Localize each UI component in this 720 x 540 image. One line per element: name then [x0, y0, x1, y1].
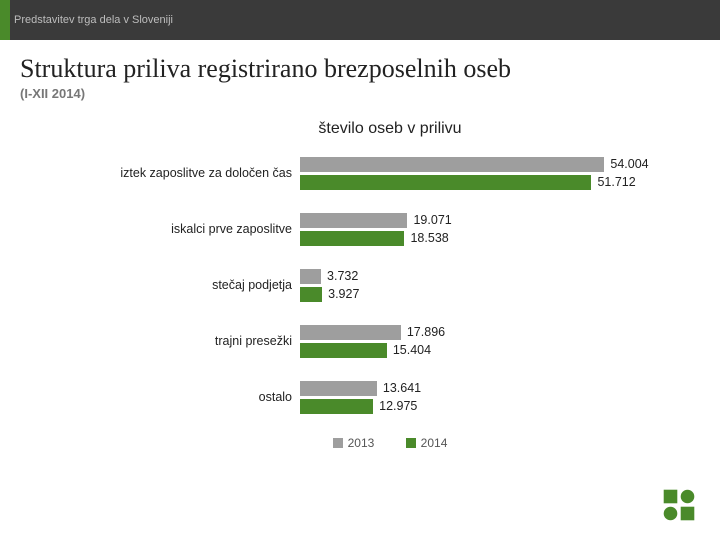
bar-value: 12.975	[379, 399, 417, 413]
bar-value: 3.732	[327, 269, 358, 283]
bar-value: 13.641	[383, 381, 421, 395]
bar-row: 13.641	[300, 380, 680, 396]
bar-row: 3.732	[300, 268, 680, 284]
legend-swatch-2014	[406, 438, 416, 448]
bar	[300, 269, 321, 284]
category-label: ostalo	[80, 390, 300, 404]
bar	[300, 325, 401, 340]
bar-group: ostalo 13.641 12.975	[80, 380, 680, 414]
bar-area: 54.004 51.712	[300, 156, 680, 190]
bar-row: 18.538	[300, 230, 680, 246]
bar-row: 3.927	[300, 286, 680, 302]
bar-row: 19.071	[300, 212, 680, 228]
bar-row: 51.712	[300, 174, 680, 190]
legend: 2013 2014	[40, 436, 680, 451]
bar	[300, 399, 373, 414]
bar-value: 15.404	[393, 343, 431, 357]
legend-swatch-2013	[333, 438, 343, 448]
bar-value: 51.712	[597, 175, 635, 189]
bar-row: 54.004	[300, 156, 680, 172]
bar-group: stečaj podjetja 3.732 3.927	[80, 268, 680, 302]
bar-area: 19.071 18.538	[300, 212, 680, 246]
bar-value: 19.071	[413, 213, 451, 227]
bar-row: 17.896	[300, 324, 680, 340]
chart: število oseb v prilivu iztek zaposlitve …	[0, 120, 720, 451]
category-label: trajni presežki	[80, 334, 300, 348]
page-title: Struktura priliva registrirano brezposel…	[0, 40, 720, 84]
header-accent	[0, 0, 10, 40]
header-band: Predstavitev trga dela v Sloveniji	[0, 0, 720, 40]
bar	[300, 231, 404, 246]
legend-label-2013: 2013	[348, 436, 375, 450]
bar-value: 54.004	[610, 157, 648, 171]
bar-group: iztek zaposlitve za določen čas 54.004 51.…	[80, 156, 680, 190]
legend-label-2014: 2014	[421, 436, 448, 450]
category-label: iztek zaposlitve za določen čas	[80, 166, 300, 180]
legend-item-2014: 2014	[406, 436, 448, 450]
bar-value: 18.538	[410, 231, 448, 245]
bar-group: iskalci prve zaposlitve 19.071 18.538	[80, 212, 680, 246]
bar-area: 3.732 3.927	[300, 268, 680, 302]
legend-item-2013: 2013	[333, 436, 375, 450]
bar-group: trajni presežki 17.896 15.404	[80, 324, 680, 358]
bar-value: 3.927	[328, 287, 359, 301]
bar	[300, 175, 591, 190]
bar	[300, 213, 407, 228]
bar	[300, 287, 322, 302]
bar-area: 13.641 12.975	[300, 380, 680, 414]
chart-body: iztek zaposlitve za določen čas 54.004 51.…	[80, 156, 680, 414]
category-label: stečaj podjetja	[80, 278, 300, 292]
bar	[300, 157, 604, 172]
bar	[300, 381, 377, 396]
bar-row: 15.404	[300, 342, 680, 358]
bar-value: 17.896	[407, 325, 445, 339]
page-subtitle: (I-XII 2014)	[0, 84, 720, 101]
bar-row: 12.975	[300, 398, 680, 414]
brand-logo-icon	[662, 488, 696, 522]
bar-area: 17.896 15.404	[300, 324, 680, 358]
header-text: Predstavitev trga dela v Sloveniji	[14, 14, 173, 26]
category-label: iskalci prve zaposlitve	[80, 222, 300, 236]
chart-title: število oseb v prilivu	[40, 120, 680, 138]
bar	[300, 343, 387, 358]
